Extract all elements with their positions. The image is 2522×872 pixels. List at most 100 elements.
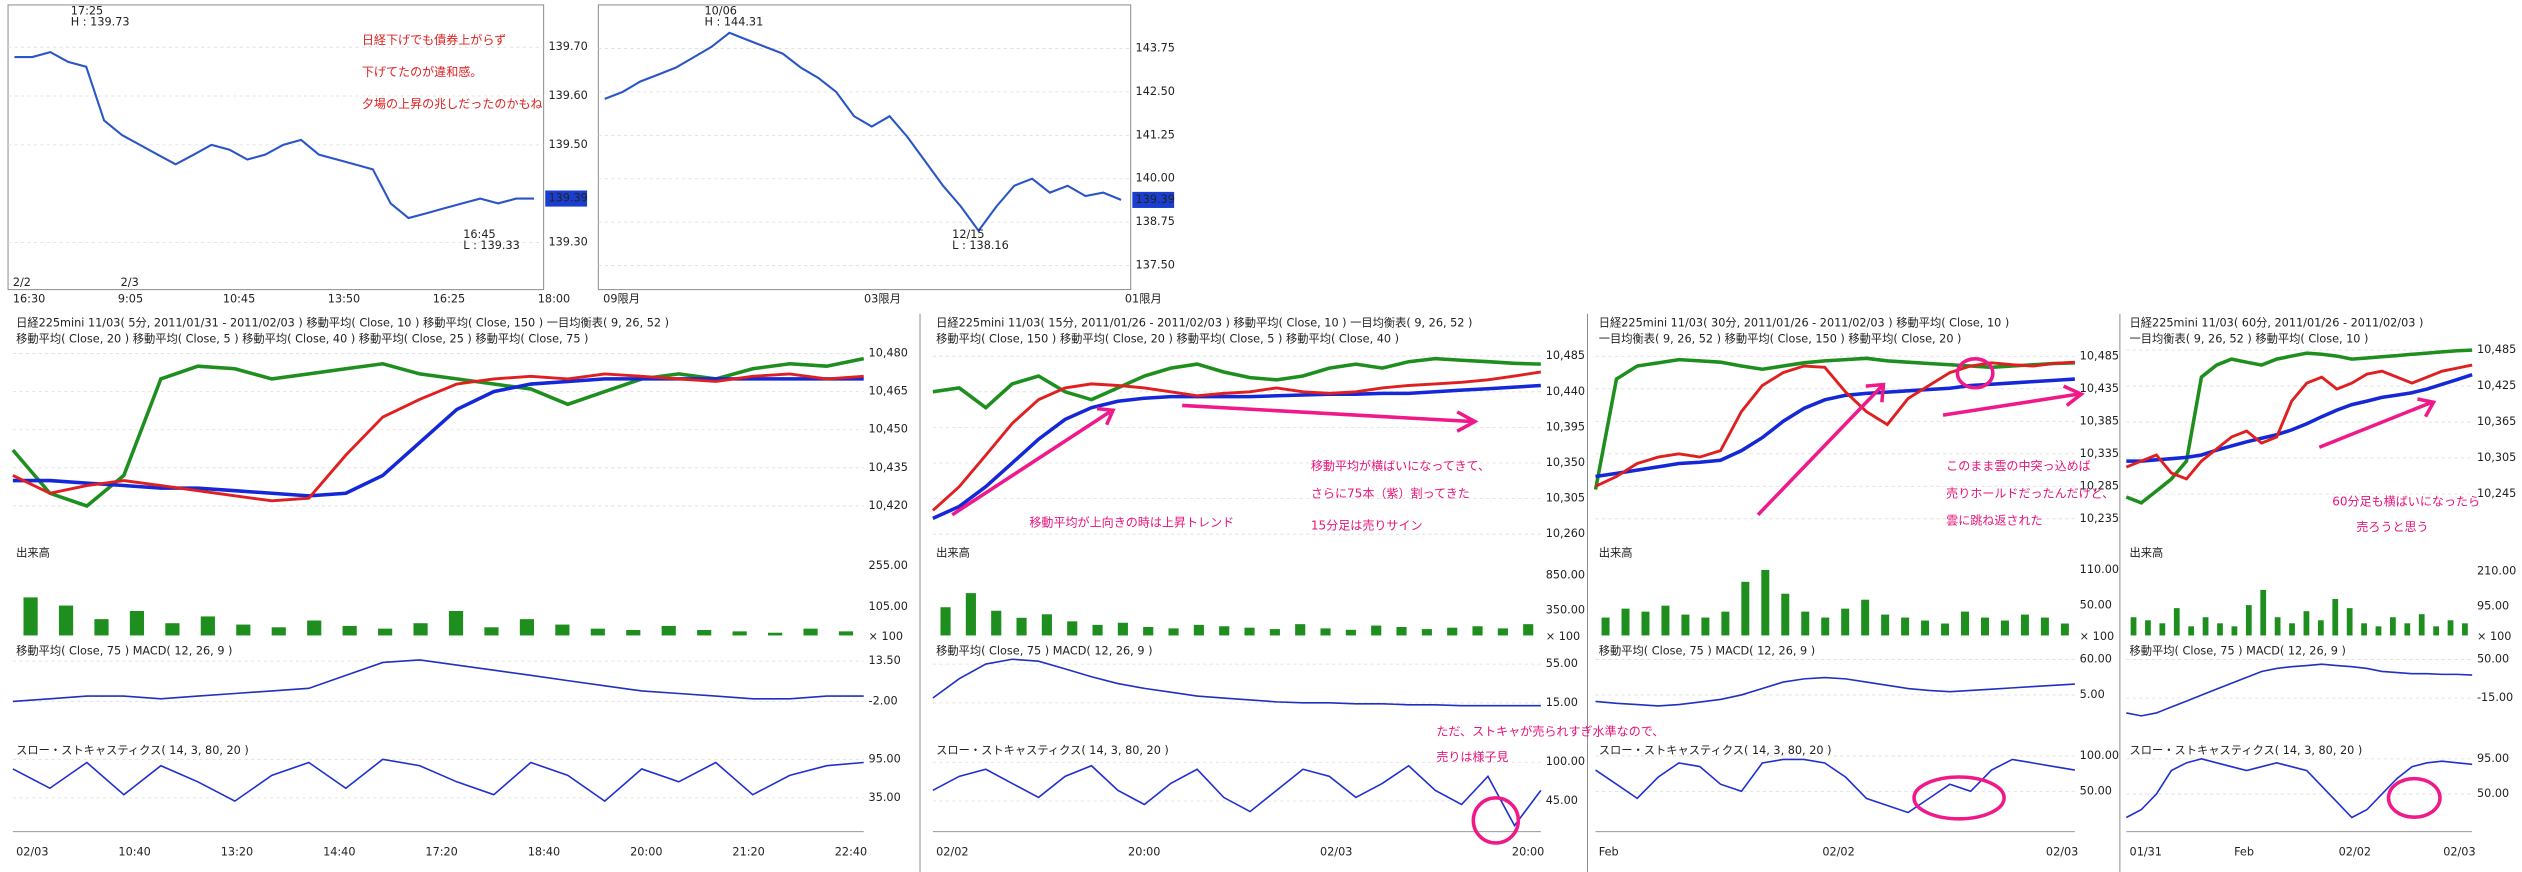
session-label: 2/2 xyxy=(13,276,31,289)
x-tick-label: 01/31 xyxy=(2130,846,2162,859)
x-tick-label: 9:05 xyxy=(118,292,143,305)
hl-mark: 12/15 xyxy=(952,228,984,241)
y-tick-label: 10,485 xyxy=(2477,343,2516,356)
volume-bar xyxy=(661,625,676,636)
ma-line xyxy=(12,377,864,498)
x-tick-label: 16:30 xyxy=(13,292,45,305)
macd-line xyxy=(2126,663,2473,717)
y-tick-label: -15.00 xyxy=(2477,691,2513,704)
y-tick-label: 95.00 xyxy=(869,752,901,765)
volume-bar xyxy=(767,632,783,636)
volume-bar xyxy=(1345,629,1356,636)
y-tick-label: 10,260 xyxy=(1546,527,1585,540)
x-tick-label: 16:25 xyxy=(433,292,465,305)
note: 日経下げでも債券上がらず xyxy=(362,32,506,47)
volume-bar xyxy=(1143,626,1154,636)
volume-bar xyxy=(2433,626,2439,636)
volume-bar xyxy=(1901,617,1910,636)
y-tick-label: 10,365 xyxy=(2477,415,2516,428)
frame xyxy=(7,4,545,291)
y-tick-label: 50.00 xyxy=(2080,784,2112,797)
price-line xyxy=(1594,360,2075,488)
y-tick-label: 850.00 xyxy=(1546,568,1585,581)
volume-bar xyxy=(378,628,393,636)
circle xyxy=(1955,357,1995,390)
volume-unit: × 100 xyxy=(1546,630,1580,643)
hl-mark: 10/06 xyxy=(704,4,736,17)
x-tick-label: 13:50 xyxy=(328,292,360,305)
x-tick-label: 02/03 xyxy=(1320,846,1352,859)
volume-bar xyxy=(1041,614,1052,636)
x-tick-label: 09限月 xyxy=(603,292,640,305)
volume-bar xyxy=(1396,626,1407,636)
x-tick-label: 02/03 xyxy=(2046,846,2078,859)
note: 雲に跳ね返された xyxy=(1946,514,2042,528)
y-tick-label: 10,235 xyxy=(2080,512,2119,525)
volume-bar xyxy=(2060,623,2069,636)
arrow-head xyxy=(1096,406,1116,426)
volume-bar xyxy=(2289,623,2295,636)
y-tick-label: 10,245 xyxy=(2477,487,2516,500)
stoch-title: スロー・ストキャスティクス( 14, 3, 80, 20 ) xyxy=(936,744,1169,757)
volume-bar xyxy=(1941,623,1950,636)
lagging-line xyxy=(1593,356,2075,490)
ma-line xyxy=(932,383,1541,520)
note: 60分足も横ばいになったら xyxy=(2332,494,2480,508)
volume-bar xyxy=(129,610,145,636)
circle xyxy=(2386,776,2442,819)
y-tick-label: 13.50 xyxy=(869,654,901,667)
ma-line xyxy=(2126,373,2473,463)
volume-bar xyxy=(2130,617,2137,636)
x-tick-label: 21:20 xyxy=(732,846,764,859)
volume-bar xyxy=(2000,620,2009,636)
volume-bar xyxy=(2274,617,2281,636)
volume-title: 出来高 xyxy=(1599,545,1633,559)
hl-mark: 17:25 xyxy=(71,4,103,17)
y-tick-label: 138.75 xyxy=(1136,215,1175,228)
note: さらに75本（紫）割ってきた xyxy=(1311,485,1470,500)
volume-bar xyxy=(484,627,499,636)
x-tick-label: 10:45 xyxy=(223,292,255,305)
y-tick-label: 10,395 xyxy=(1546,420,1585,433)
x-tick-label: 18:40 xyxy=(528,846,560,859)
y-tick-label: 60.00 xyxy=(2080,653,2112,666)
y-tick-label: 141.25 xyxy=(1136,128,1175,141)
y-tick-label: 10,485 xyxy=(2080,349,2119,362)
volume-bar xyxy=(838,631,854,636)
macd-line xyxy=(12,659,864,703)
last-price: 139.39 xyxy=(1136,193,1175,206)
x-tick-label: 02/02 xyxy=(2339,846,2371,859)
x-tick-label: 02/02 xyxy=(1822,846,1854,859)
macd-title: 移動平均( Close, 75 ) MACD( 12, 26, 9 ) xyxy=(2130,644,2346,658)
macd-title: 移動平均( Close, 75 ) MACD( 12, 26, 9 ) xyxy=(936,644,1152,658)
y-tick-label: 95.00 xyxy=(2477,600,2509,613)
volume-bar xyxy=(236,624,251,636)
macd-line xyxy=(932,658,1541,707)
volume-bar xyxy=(1117,622,1128,636)
stoch-line xyxy=(2125,757,2473,819)
last-price-box xyxy=(545,190,588,207)
volume-bar xyxy=(1497,628,1508,636)
note: 移動平均が横ばいになってきて、 xyxy=(1311,458,1490,473)
frames xyxy=(7,4,2121,872)
note: 下げてたのが違和感。 xyxy=(362,64,482,79)
y-tick-label: 137.50 xyxy=(1136,259,1175,272)
volume-bar xyxy=(2217,623,2223,636)
volume-bar xyxy=(1016,617,1027,636)
volume-bar xyxy=(732,631,747,636)
panel-header: 一目均衡表( 9, 26, 52 ) 移動平均( Close, 10 ) xyxy=(2130,331,2369,345)
hl-mark: 16:45 xyxy=(463,228,495,241)
volume-bar xyxy=(1371,625,1382,636)
volume-bar xyxy=(1781,593,1790,636)
y-tick-label: 10,450 xyxy=(869,423,908,436)
volume-bar xyxy=(1269,629,1280,636)
y-tick-label: 50.00 xyxy=(2477,653,2509,666)
volume-bar xyxy=(2303,611,2310,636)
volume-bar xyxy=(1621,608,1630,636)
note: 売ろうと思う xyxy=(2356,519,2428,534)
volume-bar xyxy=(1821,617,1830,636)
volume-bar xyxy=(1961,611,1970,636)
volume-bar xyxy=(991,610,1002,636)
